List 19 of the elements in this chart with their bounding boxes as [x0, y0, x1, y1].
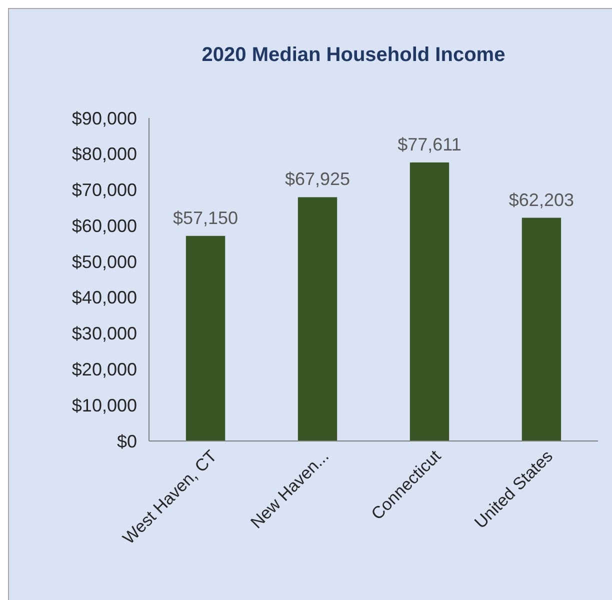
y-tick-label: $30,000	[72, 324, 137, 344]
chart-title: 2020 Median Household Income	[202, 44, 506, 66]
y-tick-label: $40,000	[72, 288, 137, 308]
y-tick-label: $90,000	[72, 108, 137, 128]
y-tick-label: $60,000	[72, 216, 137, 236]
y-tick-label: $80,000	[72, 144, 137, 164]
bar	[410, 162, 450, 441]
y-tick-label: $50,000	[72, 252, 137, 272]
y-tick-label: $70,000	[72, 180, 137, 200]
y-tick-label: $10,000	[72, 395, 137, 416]
bar	[522, 218, 562, 441]
data-label: $77,611	[398, 134, 462, 154]
data-label: $62,203	[508, 190, 574, 210]
data-label: $67,925	[284, 169, 350, 190]
y-tick-label: $20,000	[72, 360, 137, 380]
y-tick-label: $0	[116, 431, 137, 452]
bar	[186, 236, 226, 441]
data-label: $57,150	[173, 208, 238, 228]
bar	[298, 197, 338, 441]
